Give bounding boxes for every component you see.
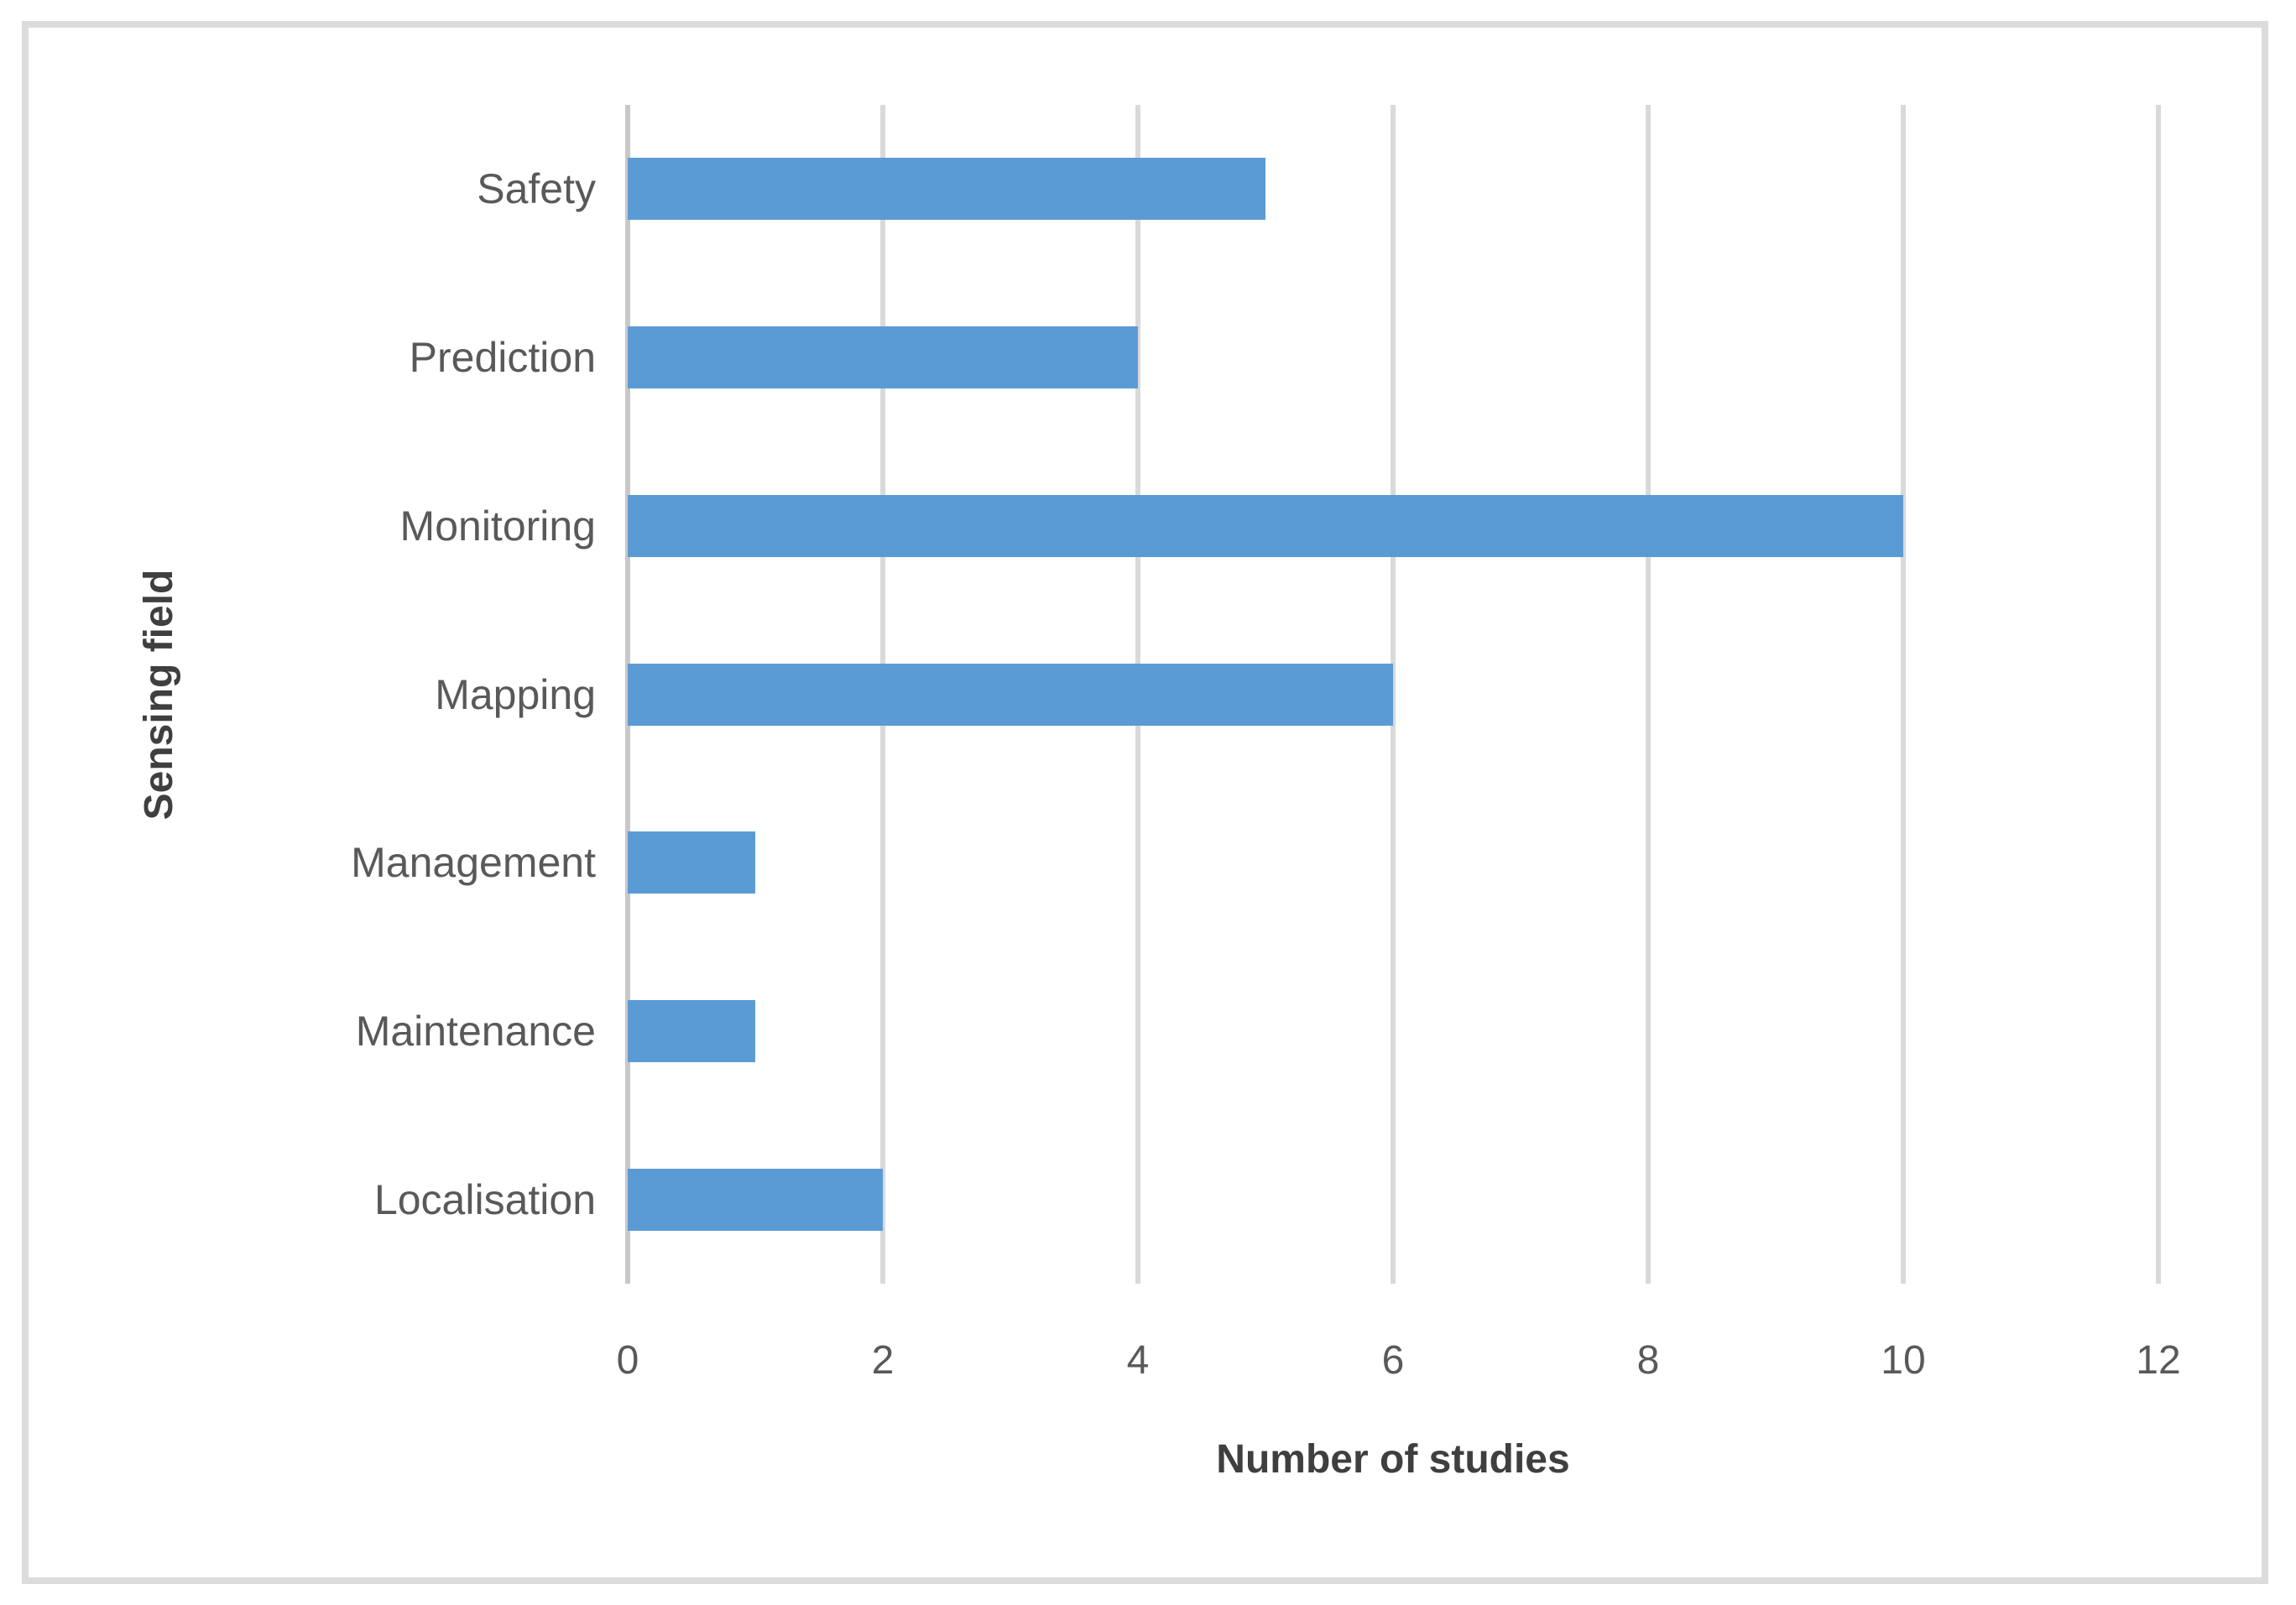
bar-localisation: [628, 1169, 883, 1231]
x-tick-label-6: 6: [1381, 1338, 1405, 1383]
x-tick-label-8: 8: [1636, 1338, 1660, 1383]
gridline-12: [2156, 105, 2161, 1284]
category-label-management: Management: [351, 839, 596, 886]
y-axis-title: Sensing field: [137, 569, 181, 821]
x-tick-label-10: 10: [1881, 1338, 1926, 1383]
category-label-prediction: Prediction: [409, 334, 596, 381]
bar-monitoring: [628, 495, 1903, 557]
category-label-mapping: Mapping: [435, 671, 596, 718]
gridline-8: [1646, 105, 1651, 1284]
x-tick-label-4: 4: [1126, 1338, 1150, 1383]
bar-maintenance: [628, 1000, 755, 1062]
bar-safety: [628, 158, 1265, 220]
bar-prediction: [628, 326, 1138, 388]
bar-management: [628, 831, 755, 894]
gridline-10: [1901, 105, 1906, 1284]
chart-frame: [22, 21, 2268, 1584]
category-label-localisation: Localisation: [373, 1176, 596, 1223]
x-tick-label-12: 12: [2136, 1338, 2181, 1383]
gridline-6: [1391, 105, 1396, 1284]
x-axis-title: Number of studies: [1216, 1437, 1570, 1482]
x-tick-label-2: 2: [871, 1338, 895, 1383]
bar-mapping: [628, 664, 1393, 726]
x-tick-label-0: 0: [616, 1338, 639, 1383]
category-label-safety: Safety: [477, 165, 596, 212]
category-label-maintenance: Maintenance: [355, 1008, 596, 1055]
category-label-monitoring: Monitoring: [399, 503, 596, 550]
